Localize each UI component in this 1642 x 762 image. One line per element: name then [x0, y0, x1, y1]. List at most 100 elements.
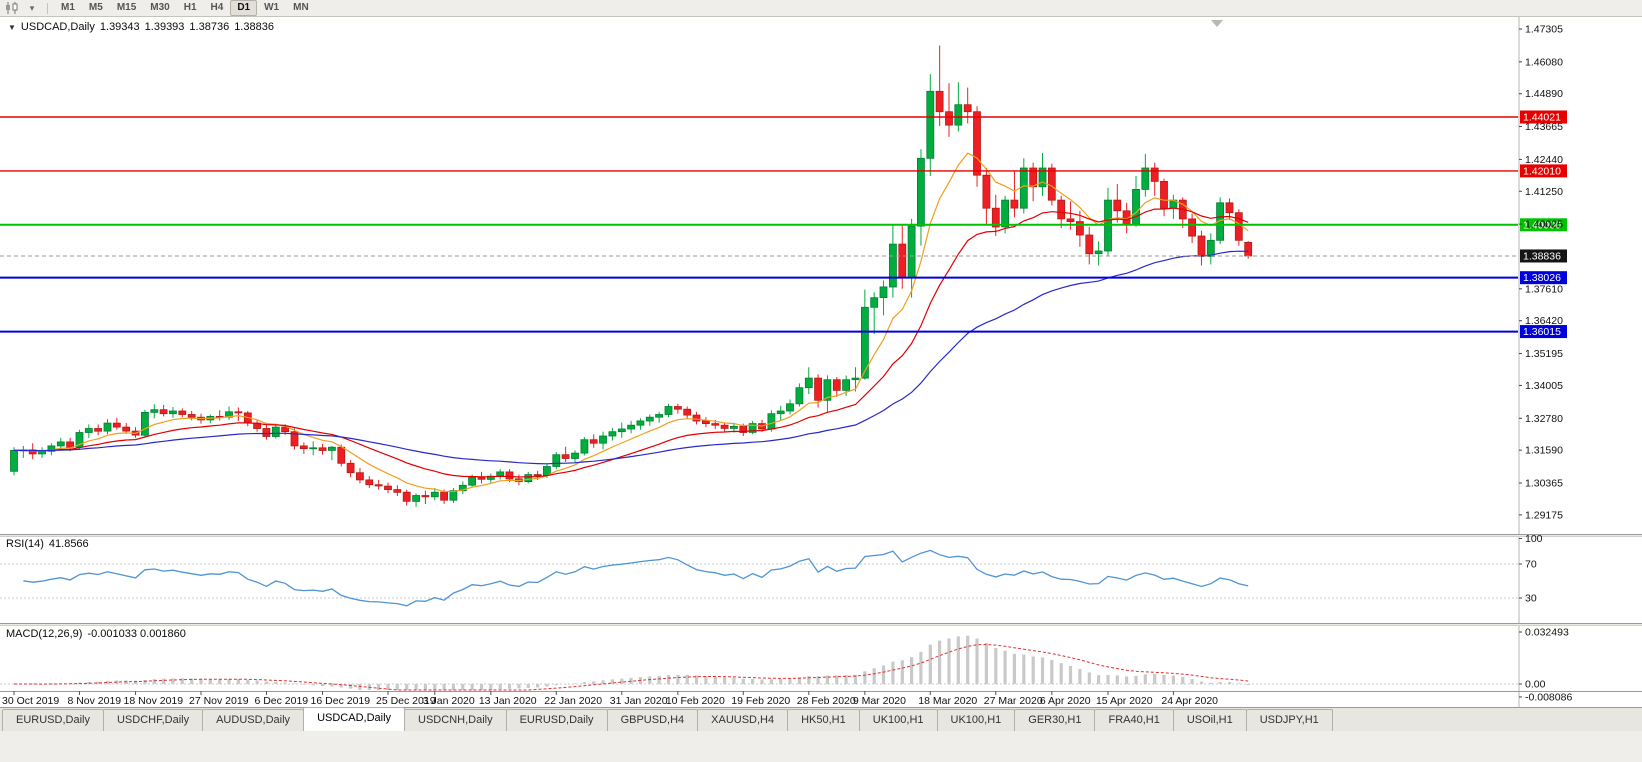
chart-tab-uk100-h1[interactable]: UK100,H1: [858, 709, 938, 731]
symbol-caret-icon[interactable]: ▼: [8, 23, 16, 32]
macd-panel: 0.032493 0.00-0.008086: [0, 627, 1572, 703]
price-badge-1.40000: [1520, 218, 1567, 232]
rsi-value: 41.8566: [48, 538, 89, 550]
price-tick-label: 1.31590: [1525, 445, 1563, 457]
price-tick-label: 1.46080: [1525, 56, 1563, 68]
timeframe-mn-button[interactable]: MN: [293, 2, 309, 13]
rsi-tick-label: 30: [1525, 593, 1537, 605]
price-tick-label: 1.42440: [1525, 154, 1563, 166]
macd-label: MACD(12,26,9): [6, 628, 83, 640]
timeframe-h4-button[interactable]: H4: [210, 2, 224, 13]
chart-tab-xauusd-h4[interactable]: XAUUSD,H4: [697, 709, 789, 731]
timeframe-m5-button[interactable]: M5: [88, 2, 103, 13]
moving-averages-layer: [13, 152, 1249, 493]
chart-tab-usdchf-daily[interactable]: USDCHF,Daily: [102, 709, 204, 731]
rsi-header: RSI(14) 41.8566: [6, 538, 94, 550]
svg-text:1.42010: 1.42010: [1523, 165, 1561, 177]
price-tick-label: 1.34005: [1525, 380, 1563, 392]
timeframe-m1-button[interactable]: M1: [61, 2, 75, 13]
date-label: 18 Mar 2020: [918, 695, 977, 707]
price-tick-label: 1.32780: [1525, 413, 1563, 425]
date-label: 10 Feb 2020: [666, 695, 725, 707]
chart-tab-usdjpy-h1[interactable]: USDJPY,H1: [1245, 709, 1333, 731]
chart-tab-bar: EURUSD,Daily USDCHF,Daily AUDUSD,Daily USDC…: [0, 707, 1642, 731]
bar-open-value: 1.39343: [99, 21, 140, 33]
svg-text:1.44021: 1.44021: [1523, 112, 1561, 124]
svg-text:1.40000: 1.40000: [1523, 219, 1561, 231]
date-label: 22 Jan 2020: [544, 695, 602, 707]
date-label: 9 Mar 2020: [853, 695, 906, 707]
macd-tick-label: -0.008086: [1525, 691, 1572, 703]
date-label: 25 Dec 2019: [376, 695, 436, 707]
price-tick-label: 1.35195: [1525, 348, 1563, 360]
chart-canvas[interactable]: 1.44021 1.42010 1.40000 1.38026 1.36015 1.388…: [0, 17, 1642, 707]
level-lines-layer: 1.44021 1.42010 1.40000 1.38026 1.36015 1.388…: [0, 110, 1567, 339]
ma-20-line: [14, 207, 1249, 478]
timeframe-d1-button[interactable]: D1: [230, 0, 258, 16]
price-badge-1.36015: [1520, 325, 1567, 339]
price-tick-label: 1.44890: [1525, 88, 1563, 100]
date-label: 8 Nov 2019: [67, 695, 121, 707]
chart-title-bar: ▼ USDCAD,Daily 1.39343 1.39393 1.38736 1.3883…: [8, 21, 279, 33]
candles-layer: [10, 45, 1253, 507]
timeframe-toolbar: ▾ M1 M5 M15 M30 H1 H4 D1 W1 MN: [0, 0, 1642, 17]
date-label: 19 Feb 2020: [731, 695, 790, 707]
chart-tab-eurusd-daily[interactable]: EURUSD,Daily: [2, 709, 104, 731]
timeframe-h1-button[interactable]: H1: [183, 2, 197, 13]
chart-tab-eurusd-daily[interactable]: EURUSD,Daily: [505, 709, 608, 731]
bar-close-value: 1.38836: [234, 21, 274, 33]
date-label: 31 Jan 2020: [610, 695, 668, 707]
macd-tick-label: 0.032493: [1525, 627, 1569, 639]
date-label: 3 Jan 2020: [423, 695, 475, 707]
date-label: 15 Apr 2020: [1096, 695, 1153, 707]
bar-high-value: 1.39393: [144, 21, 185, 33]
timeframe-w1-button[interactable]: W1: [264, 2, 280, 13]
date-label: 13 Jan 2020: [479, 695, 537, 707]
chart-tab-hk50-h1[interactable]: HK50,H1: [787, 709, 860, 731]
price-tick-label: 1.37610: [1525, 283, 1563, 295]
toolbar-separator: [47, 2, 48, 14]
macd-header: MACD(12,26,9) -0.001033 0.001860: [6, 628, 191, 640]
chart-shift-marker-icon[interactable]: [1211, 20, 1223, 27]
macd-tick-label: 0.00: [1525, 679, 1546, 691]
price-badge-1.38026: [1520, 271, 1567, 285]
price-tick-label: 1.29175: [1525, 509, 1563, 521]
rsi-tick-label: 70: [1525, 559, 1537, 571]
time-axis[interactable]: 30 Oct 2019 8 Nov 2019 18 Nov 2019 27 Nov 2…: [2, 691, 1218, 707]
rsi-line: [23, 549, 1249, 607]
date-label: 27 Nov 2019: [189, 695, 249, 707]
bar-low-value: 1.38736: [189, 21, 230, 33]
candlestick-chart-icon[interactable]: [3, 2, 21, 15]
price-tick-label: 1.47305: [1525, 24, 1563, 36]
chart-tab-usdcnh-daily[interactable]: USDCNH,Daily: [404, 709, 507, 731]
price-axis[interactable]: 1.47305 1.46080 1.44890 1.43665 1.42440 1.412…: [1519, 24, 1563, 522]
chart-tab-fra40-h1[interactable]: FRA40,H1: [1094, 709, 1174, 731]
timeframe-m30-button[interactable]: M30: [150, 2, 170, 13]
status-strip: [0, 731, 1642, 762]
date-label: 6 Apr 2020: [1040, 695, 1091, 707]
chart-tab-usdcad-daily[interactable]: USDCAD,Daily: [303, 707, 406, 731]
chart-tab-audusd-daily[interactable]: AUDUSD,Daily: [202, 709, 305, 731]
ma-50-line: [14, 250, 1249, 465]
svg-text:1.38026: 1.38026: [1523, 272, 1561, 284]
chart-tab-ger30-h1[interactable]: GER30,H1: [1014, 709, 1096, 731]
date-label: 30 Oct 2019: [2, 695, 59, 707]
timeframe-m15-button[interactable]: M15: [116, 2, 137, 13]
rsi-label: RSI(14): [6, 538, 44, 550]
chart-tab-usoil-h1[interactable]: USOil,H1: [1172, 709, 1247, 731]
price-tick-label: 1.36420: [1525, 315, 1563, 327]
price-tick-label: 1.43665: [1525, 121, 1563, 133]
chart-tab-uk100-h1[interactable]: UK100,H1: [936, 709, 1016, 731]
rsi-tick-label: 100: [1525, 533, 1543, 545]
date-label: 24 Apr 2020: [1161, 695, 1218, 707]
date-label: 27 Mar 2020: [984, 695, 1043, 707]
current-price-badge: [1520, 249, 1567, 263]
date-label: 28 Feb 2020: [797, 695, 856, 707]
macd-values: -0.001033 0.001860: [87, 628, 186, 640]
price-tick-label: 1.40025: [1525, 219, 1563, 231]
chart-tab-gbpusd-h4[interactable]: GBPUSD,H4: [606, 709, 699, 731]
chart-dropdown-caret-icon[interactable]: ▾: [29, 2, 35, 13]
macd-signal-line: [14, 643, 1249, 691]
rsi-panel: 100 70 30: [0, 533, 1543, 607]
